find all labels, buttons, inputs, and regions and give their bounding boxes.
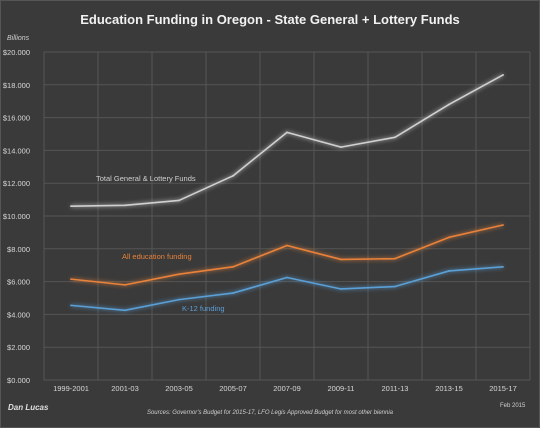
data-point [448,103,450,106]
data-point [340,288,342,290]
data-point [394,285,396,288]
data-point [124,283,126,286]
y-tick-label: $6.000 [7,278,30,287]
y-axis-units-label: Billions [7,35,30,42]
y-tick-label: $18.000 [3,81,30,90]
y-tick-label: $12.000 [3,179,30,188]
data-point [502,74,504,76]
x-tick-label: 2009-11 [328,384,355,393]
x-tick-label: 2007-09 [273,384,301,393]
data-point [178,199,180,202]
x-tick-label: 2011-13 [382,384,409,393]
series-line [70,266,504,312]
x-tick-label: 1999-2001 [53,384,89,393]
data-point [232,292,234,294]
y-tick-label: $14.000 [3,146,30,155]
author-credit: Dan Lucas [8,403,49,412]
data-point [124,309,126,312]
x-tick-label: 2005-07 [219,384,247,393]
series-line [70,74,504,207]
y-tick-label: $16.000 [3,114,30,123]
data-point [124,204,126,207]
y-tick-label: $4.000 [7,310,30,319]
chart-title: Education Funding in Oregon - State Gene… [80,12,460,27]
data-point [70,205,72,208]
data-point [232,174,234,177]
x-tick-label: 2001-03 [111,384,139,393]
x-tick-label: 2003-05 [165,384,193,393]
x-tick-label: 2015-17 [489,384,517,393]
data-point [232,265,234,268]
data-point [394,136,396,139]
data-point [502,224,504,226]
data-point [286,276,288,279]
data-point [286,131,288,134]
data-point [448,236,450,239]
data-point [502,265,504,268]
data-point [70,304,72,307]
date-note: Feb 2015 [500,403,526,409]
data-point [448,270,450,272]
y-tick-label: $2.000 [7,343,30,352]
data-point [394,257,396,260]
data-point [340,258,342,261]
source-note: Sources: Governor's Budget for 2015-17, … [146,410,394,416]
y-tick-label: $20.000 [3,48,30,57]
x-tick-label: 2013-15 [435,384,463,393]
data-point [178,273,180,276]
y-tick-label: $0.000 [7,376,30,385]
series-label: All education funding [122,252,192,261]
data-point [286,244,288,247]
series-label: Total General & Lottery Funds [96,174,196,183]
data-point [340,146,342,149]
y-tick-label: $10.000 [3,212,30,221]
series-label: K-12 funding [182,304,225,313]
y-tick-label: $8.000 [7,245,30,254]
data-point [178,298,180,301]
data-point [70,278,72,281]
